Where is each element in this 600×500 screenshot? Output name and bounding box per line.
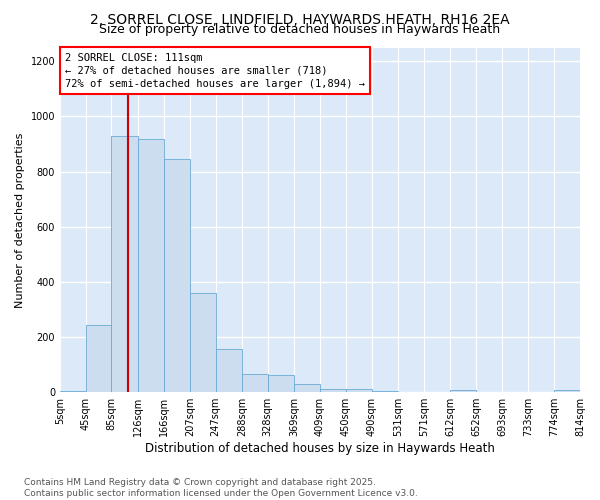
Bar (554, 390, 580, 392)
Bar (138, 138, 164, 392)
Bar (294, 384, 320, 392)
Y-axis label: Number of detached properties: Number of detached properties (15, 132, 25, 308)
Bar (190, 294, 215, 392)
Bar (215, 350, 242, 392)
Text: 2, SORREL CLOSE, LINDFIELD, HAYWARDS HEATH, RH16 2EA: 2, SORREL CLOSE, LINDFIELD, HAYWARDS HEA… (90, 12, 510, 26)
Bar (164, 159, 190, 392)
Text: Contains HM Land Registry data © Crown copyright and database right 2025.
Contai: Contains HM Land Registry data © Crown c… (24, 478, 418, 498)
Bar (450, 390, 476, 392)
Bar (112, 136, 138, 392)
Bar (346, 389, 372, 392)
Text: Size of property relative to detached houses in Haywards Heath: Size of property relative to detached ho… (100, 22, 500, 36)
Bar (60, 391, 86, 392)
Bar (372, 391, 398, 392)
Bar (86, 324, 112, 392)
Bar (242, 374, 268, 392)
Text: 2 SORREL CLOSE: 111sqm
← 27% of detached houses are smaller (718)
72% of semi-de: 2 SORREL CLOSE: 111sqm ← 27% of detached… (65, 52, 365, 89)
Bar (268, 375, 294, 392)
X-axis label: Distribution of detached houses by size in Haywards Heath: Distribution of detached houses by size … (145, 442, 495, 455)
Bar (320, 389, 346, 392)
